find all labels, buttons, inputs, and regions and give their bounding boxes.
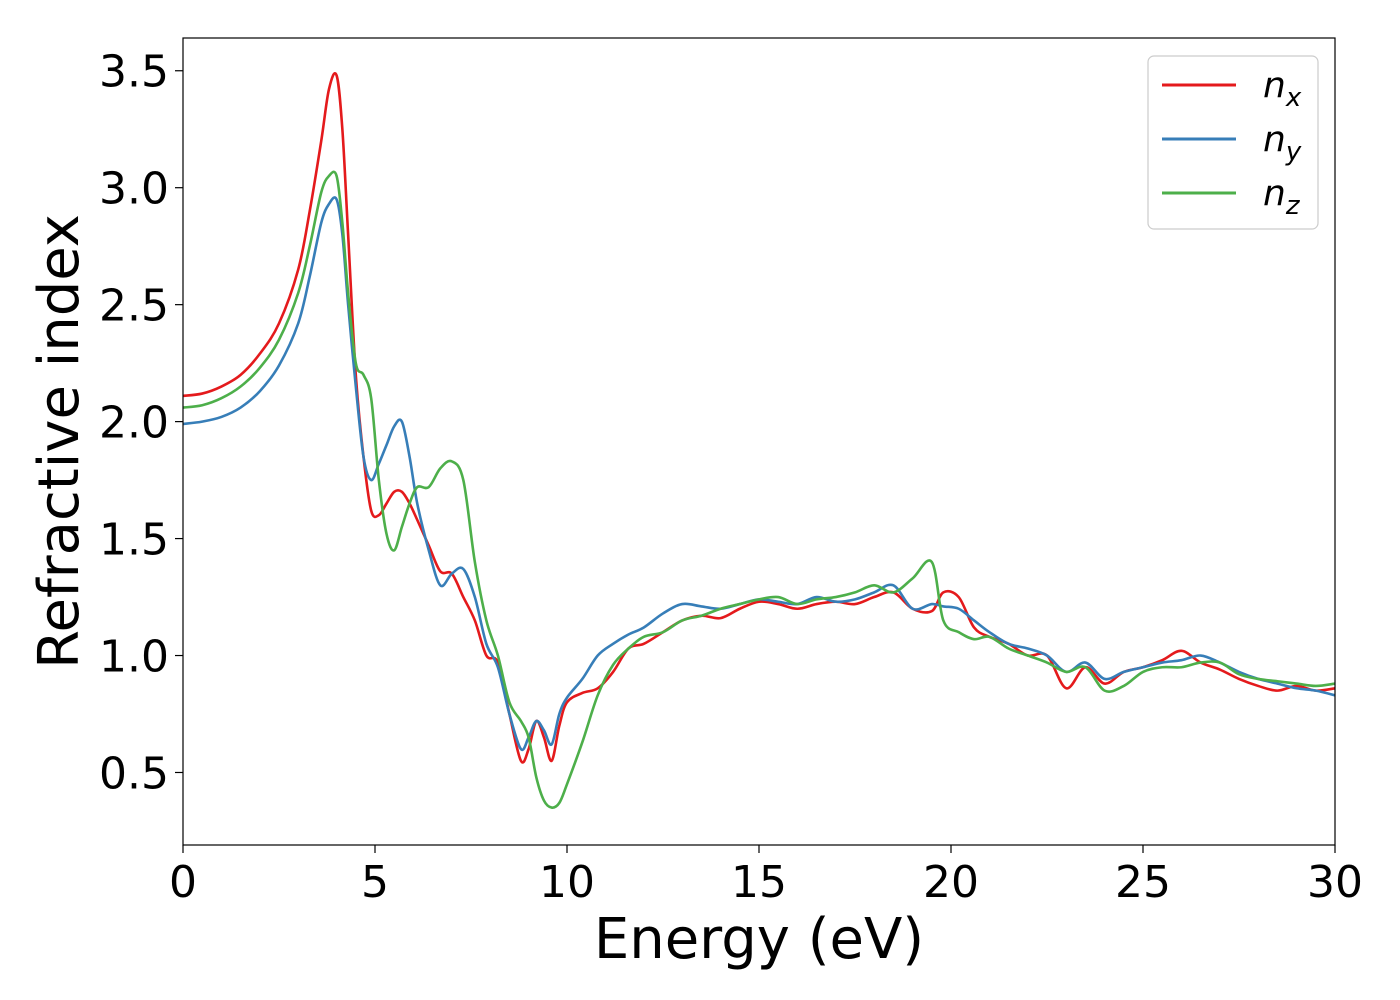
series-layer bbox=[183, 71, 1335, 809]
y-axis-ticks: 0.5 1.0 1.5 2.0 2.5 3.0 3.5 bbox=[99, 47, 183, 799]
x-tick-label: 25 bbox=[1115, 857, 1171, 908]
x-tick-label: 10 bbox=[539, 857, 595, 908]
y-tick-label: 1.0 bbox=[99, 632, 169, 683]
x-tick-label: 0 bbox=[169, 857, 197, 908]
legend-box bbox=[1147, 55, 1319, 230]
x-axis-title: Energy (eV) bbox=[594, 907, 924, 972]
series-line-y bbox=[183, 196, 1335, 752]
x-tick-label: 5 bbox=[361, 857, 389, 908]
y-tick-label: 3.5 bbox=[99, 47, 169, 98]
y-tick-label: 0.5 bbox=[99, 748, 169, 799]
x-tick-label: 20 bbox=[923, 857, 979, 908]
y-axis-title: Refractive index bbox=[27, 214, 92, 669]
x-axis-ticks: 0 5 10 15 20 25 30 bbox=[169, 845, 1363, 908]
series-line-z bbox=[183, 170, 1335, 809]
x-tick-label: 15 bbox=[731, 857, 787, 908]
y-tick-label: 1.5 bbox=[99, 515, 169, 566]
y-tick-label: 2.5 bbox=[99, 281, 169, 332]
x-tick-label: 30 bbox=[1307, 857, 1363, 908]
y-tick-label: 3.0 bbox=[99, 164, 169, 215]
y-tick-label: 2.0 bbox=[99, 398, 169, 449]
